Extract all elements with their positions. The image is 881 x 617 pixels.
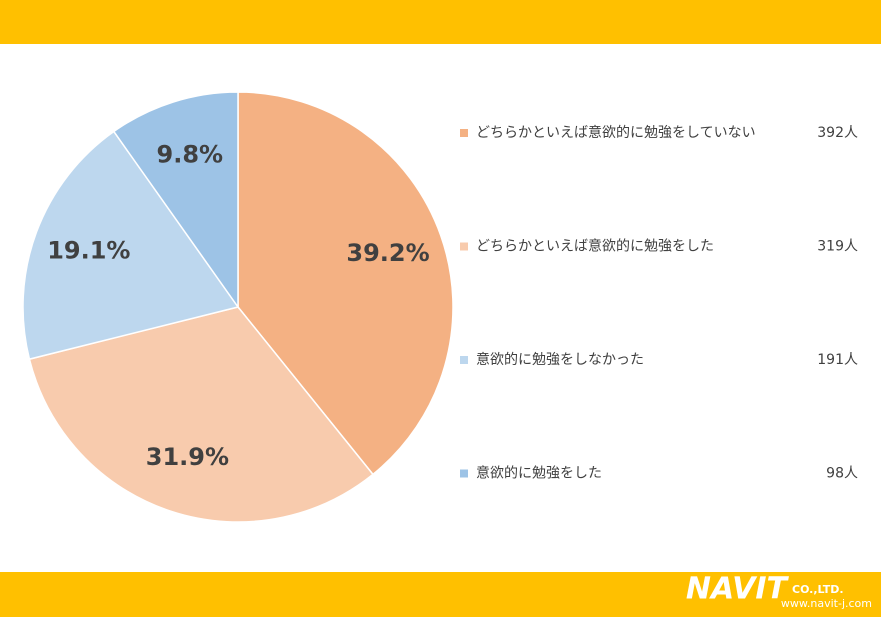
legend-marker (460, 129, 468, 137)
pie-slice (28, 306, 375, 523)
header-band (0, 0, 881, 44)
pie-slice (22, 130, 240, 361)
footer-band (0, 572, 881, 617)
legend-label: 意欲的に勉強をしなかった (476, 351, 644, 368)
data-label: 19.1% (47, 237, 130, 265)
legend-marker (460, 356, 468, 364)
legend-marker (460, 469, 468, 478)
legend-count: 98人 (826, 466, 858, 482)
data-label: 39.2% (346, 239, 429, 267)
legend-count: 191人 (817, 352, 858, 368)
logo-url: www.navit-j.com (781, 597, 872, 610)
logo: NAVIT (686, 572, 790, 607)
legend-label: どちらかといえば意欲的に勉強をしていない (476, 124, 756, 141)
legend-count: 392人 (817, 125, 858, 141)
logo-company: CO.,LTD. (792, 583, 844, 596)
legend-label: 意欲的に勉強をした (476, 465, 602, 482)
legend-count: 319人 (817, 239, 858, 255)
data-label: 31.9% (146, 443, 229, 471)
pie-slice (112, 91, 239, 310)
data-label: 9.8% (157, 140, 224, 168)
legend-label: どちらかといえば意欲的に勉強をした (476, 238, 714, 255)
pie-slice (237, 91, 454, 476)
legend-marker (460, 242, 468, 251)
